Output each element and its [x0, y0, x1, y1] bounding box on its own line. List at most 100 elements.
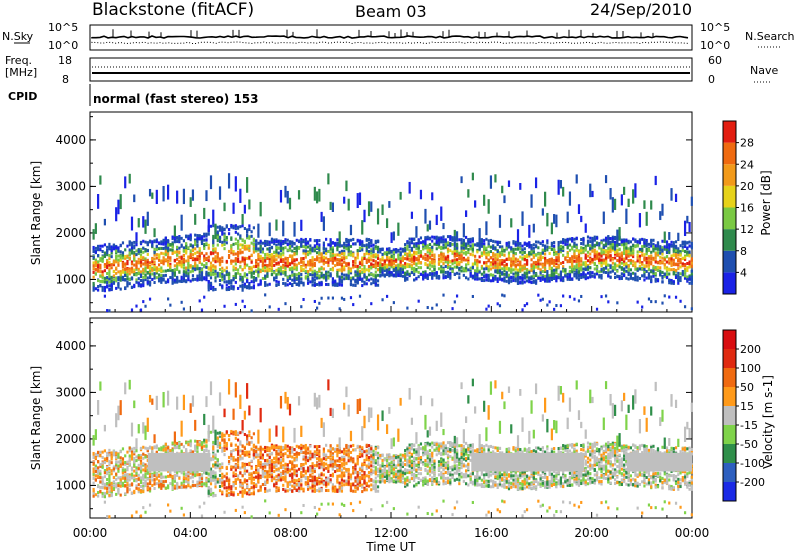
- power-cell: [595, 256, 599, 260]
- power-cell: [320, 267, 323, 271]
- power-cell: [406, 252, 409, 256]
- power-cell: [243, 260, 246, 264]
- power-cell: [187, 268, 190, 272]
- power-cell: [121, 254, 125, 258]
- power-cell: [110, 255, 113, 259]
- power-cell: [390, 265, 393, 269]
- power-cell: [503, 272, 506, 276]
- power-cell: [548, 261, 551, 265]
- power-cell: [270, 269, 274, 273]
- power-cell: [261, 264, 265, 268]
- power-cell: [243, 305, 246, 309]
- power-cell: [345, 273, 348, 277]
- power-cell: [665, 275, 669, 279]
- power-cell: [320, 211, 323, 222]
- power-cell: [313, 261, 316, 265]
- power-cell: [130, 285, 134, 289]
- power-cell: [501, 253, 504, 257]
- power-cell: [187, 237, 190, 241]
- power-cell: [376, 254, 380, 258]
- power-cell: [595, 307, 599, 311]
- power-cell: [103, 276, 106, 280]
- power-cell: [325, 275, 328, 279]
- power-cell: [164, 252, 167, 256]
- power-cell: [440, 238, 443, 242]
- power-cell: [291, 259, 294, 263]
- date-title: 24/Sep/2010: [590, 0, 692, 19]
- power-cell: [494, 265, 497, 269]
- power-cell: [663, 274, 666, 278]
- power-cell: [498, 259, 502, 263]
- power-cell: [320, 271, 323, 275]
- power-cell: [507, 277, 511, 281]
- power-cell: [187, 263, 190, 267]
- power-cell: [304, 237, 307, 241]
- power-cell: [115, 207, 118, 222]
- power-cell: [600, 295, 603, 299]
- power-cell: [435, 241, 438, 245]
- power-cell: [401, 247, 404, 251]
- power-cell: [144, 269, 147, 273]
- power-cell: [534, 260, 538, 264]
- power-cell: [408, 258, 411, 262]
- power-cell: [234, 275, 237, 279]
- power-cell: [110, 249, 113, 253]
- power-cell: [340, 272, 344, 276]
- power-cell: [453, 249, 456, 253]
- power-cell: [650, 242, 653, 246]
- power-cell: [437, 254, 441, 258]
- power-cell: [345, 238, 348, 242]
- power-cell: [146, 276, 149, 280]
- power-cell: [431, 275, 434, 279]
- power-cell: [422, 243, 425, 247]
- power-cell: [198, 247, 201, 251]
- power-cell: [146, 211, 149, 226]
- power-cell: [469, 271, 472, 275]
- power-cell: [413, 266, 416, 270]
- power-cell: [544, 274, 547, 278]
- power-cell: [329, 251, 332, 255]
- power-cell: [440, 270, 443, 274]
- power-cell: [297, 239, 301, 243]
- power-cell: [471, 253, 474, 257]
- power-cell: [568, 295, 572, 299]
- power-cell: [225, 238, 228, 242]
- power-cell: [492, 239, 495, 243]
- power-cell: [216, 257, 219, 261]
- power-cell: [483, 239, 486, 243]
- power-cell: [489, 175, 493, 189]
- power-cell: [464, 235, 468, 239]
- power-cell: [379, 274, 382, 278]
- power-cell: [268, 240, 271, 244]
- power-cell: [189, 255, 192, 259]
- power-cell: [286, 242, 289, 246]
- power-cell: [557, 273, 560, 277]
- power-cell: [426, 248, 429, 252]
- power-cell: [248, 249, 251, 253]
- power-cell: [232, 242, 235, 246]
- power-cell: [135, 249, 138, 253]
- power-cell: [352, 303, 355, 307]
- power-cell: [164, 236, 167, 240]
- power-cell: [593, 267, 596, 271]
- power-cell: [293, 280, 296, 284]
- power-cell: [117, 278, 120, 282]
- power-cell: [674, 193, 678, 202]
- power-cell: [128, 243, 131, 247]
- power-cell: [451, 259, 454, 263]
- power-cell: [246, 277, 249, 281]
- power-cell: [180, 256, 183, 260]
- power-cell: [230, 259, 233, 263]
- power-cell: [553, 241, 556, 245]
- power-cell: [656, 279, 660, 283]
- power-cell: [352, 265, 355, 269]
- power-cell: [530, 247, 533, 251]
- power-cell: [663, 247, 666, 251]
- power-cell: [498, 253, 502, 257]
- power-cell: [674, 268, 678, 272]
- power-cell: [593, 235, 596, 239]
- power-cell: [607, 263, 610, 267]
- power-cell: [119, 287, 122, 291]
- power-cell: [374, 241, 377, 245]
- power-cell: [318, 260, 321, 264]
